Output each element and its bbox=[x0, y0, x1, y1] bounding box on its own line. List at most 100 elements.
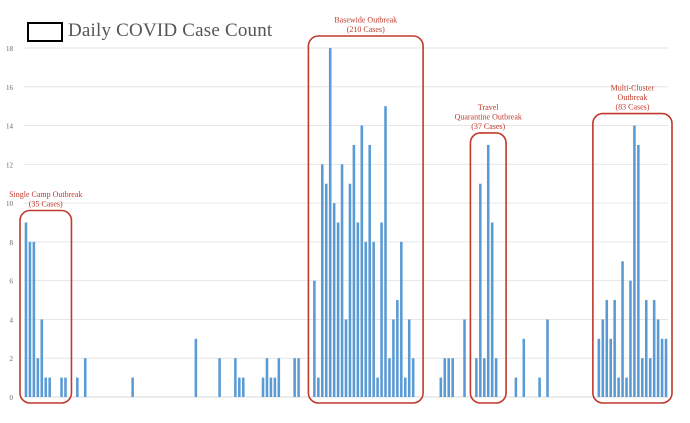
outbreak-label: (83 Cases) bbox=[615, 103, 649, 112]
bar bbox=[83, 358, 87, 397]
bar bbox=[313, 280, 316, 397]
outbreak-label: (37 Cases) bbox=[471, 122, 505, 131]
bar bbox=[336, 222, 340, 397]
bar bbox=[238, 377, 241, 397]
bar bbox=[625, 377, 628, 397]
outbreak-label: Multi-Cluster bbox=[611, 84, 655, 93]
bar bbox=[660, 338, 664, 397]
bar bbox=[48, 377, 51, 397]
bar bbox=[494, 358, 498, 397]
bar bbox=[328, 48, 332, 397]
y-tick-label: 10 bbox=[6, 200, 14, 208]
bar bbox=[60, 377, 63, 397]
bar bbox=[64, 377, 67, 397]
bar bbox=[648, 358, 652, 397]
outbreak-label: (35 Cases) bbox=[29, 200, 63, 209]
bar bbox=[664, 338, 668, 397]
bar bbox=[388, 358, 391, 397]
bar bbox=[652, 300, 656, 397]
bar bbox=[340, 164, 344, 397]
bar bbox=[479, 183, 482, 397]
bar bbox=[36, 358, 40, 397]
bar bbox=[265, 358, 269, 397]
y-tick-label: 6 bbox=[10, 278, 14, 286]
y-tick-label: 2 bbox=[10, 355, 14, 363]
bar bbox=[234, 358, 237, 397]
bar bbox=[451, 358, 454, 397]
bar bbox=[613, 300, 616, 397]
title-legend-box bbox=[27, 22, 63, 42]
y-tick-label: 0 bbox=[10, 394, 14, 402]
y-tick-label: 4 bbox=[10, 316, 14, 324]
bar bbox=[447, 358, 451, 397]
bar bbox=[644, 300, 648, 397]
bar bbox=[218, 358, 221, 397]
bar bbox=[641, 358, 644, 397]
bar bbox=[411, 358, 415, 397]
bar bbox=[621, 261, 624, 397]
bar bbox=[332, 203, 336, 397]
bar bbox=[360, 125, 364, 398]
y-tick-label: 8 bbox=[10, 239, 14, 247]
outbreak-label: Outbreak bbox=[618, 93, 648, 102]
bar bbox=[380, 222, 383, 397]
bar bbox=[601, 319, 605, 397]
bar bbox=[609, 338, 612, 397]
bar bbox=[463, 319, 466, 397]
bar bbox=[261, 377, 265, 397]
outbreak-label: Single Camp Outbreak bbox=[9, 190, 82, 199]
bar bbox=[490, 222, 494, 397]
bar bbox=[392, 319, 395, 397]
bar bbox=[24, 222, 28, 397]
bar bbox=[403, 377, 407, 397]
bar bbox=[617, 377, 620, 397]
bar bbox=[352, 144, 356, 397]
bar bbox=[356, 222, 360, 397]
bar bbox=[32, 241, 36, 397]
bar bbox=[273, 377, 277, 397]
bar bbox=[482, 358, 486, 397]
bar bbox=[269, 377, 273, 397]
bar bbox=[44, 377, 48, 397]
bar bbox=[293, 358, 296, 397]
bar bbox=[443, 358, 447, 397]
bar bbox=[297, 358, 300, 397]
y-tick-label: 12 bbox=[6, 161, 14, 169]
bar bbox=[597, 338, 601, 397]
bar bbox=[194, 338, 198, 397]
bar bbox=[407, 319, 411, 397]
y-tick-label: 14 bbox=[6, 123, 14, 131]
outbreak-box bbox=[592, 112, 673, 404]
bar bbox=[486, 144, 490, 397]
bar bbox=[396, 300, 399, 397]
outbreak-label: Basewide Outbreak bbox=[334, 16, 397, 25]
bar bbox=[475, 358, 478, 397]
bar bbox=[321, 164, 324, 397]
bar bbox=[605, 300, 609, 397]
chart-title: Daily COVID Case Count bbox=[68, 20, 273, 41]
bar bbox=[522, 338, 526, 397]
bar bbox=[514, 377, 518, 397]
bar bbox=[656, 319, 660, 397]
y-tick-label: 18 bbox=[6, 45, 14, 53]
bar bbox=[633, 125, 636, 398]
bar bbox=[376, 377, 379, 397]
outbreak-box bbox=[307, 35, 424, 404]
bar bbox=[241, 377, 245, 397]
bar bbox=[629, 280, 632, 397]
bar bbox=[76, 377, 79, 397]
bar bbox=[364, 241, 368, 397]
outbreak-label: Travel bbox=[478, 103, 499, 112]
bar bbox=[277, 358, 281, 397]
y-tick-label: 16 bbox=[6, 84, 14, 92]
bar bbox=[348, 183, 352, 397]
bar bbox=[538, 377, 541, 397]
bar bbox=[344, 319, 348, 397]
bar bbox=[400, 241, 403, 397]
bar bbox=[324, 183, 328, 397]
bar bbox=[317, 377, 320, 397]
outbreak-label: (210 Cases) bbox=[347, 25, 385, 34]
bar bbox=[368, 144, 371, 397]
